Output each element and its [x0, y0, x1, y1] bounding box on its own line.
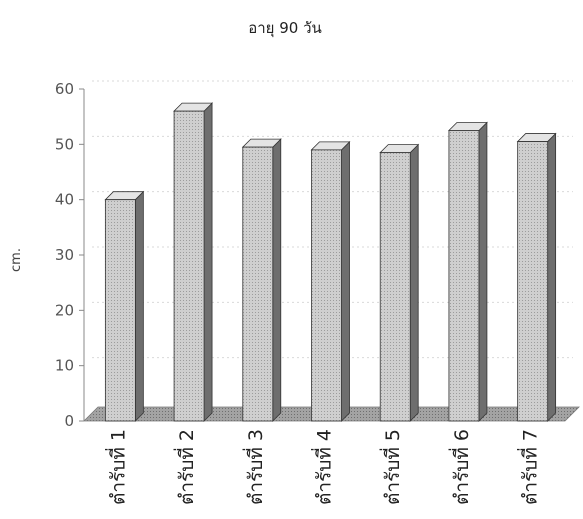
bar-front-face	[311, 149, 342, 422]
bar	[173, 102, 214, 422]
bar	[241, 138, 282, 422]
bar-side-face	[547, 132, 557, 422]
x-category-label: ตำรับที่ 3	[242, 429, 267, 505]
x-axis-labels: ตำรับที่ 1 ตำรับที่ 2 ตำรับที่ 3 ตำรับที่ 4…	[104, 429, 541, 505]
bar	[379, 143, 420, 422]
y-tick-label: 20	[55, 301, 74, 319]
x-category-label: ตำรับที่ 5	[379, 429, 404, 505]
chart-title: อายุ 90 วัน	[248, 19, 322, 38]
y-axis-ticks: 0 10 20 30 40 50 60	[55, 80, 84, 430]
bar-side-face	[409, 143, 419, 422]
y-tick-label: 60	[55, 80, 74, 98]
bars	[104, 102, 557, 422]
bar	[104, 190, 145, 422]
y-tick-label: 50	[55, 135, 74, 153]
bar-side-face	[134, 190, 144, 422]
bar	[516, 132, 557, 422]
y-tick-label: 40	[55, 191, 74, 209]
bar-side-face	[478, 121, 488, 422]
y-tick-label: 10	[55, 357, 74, 375]
bar-front-face	[517, 141, 549, 422]
bar	[447, 121, 488, 422]
bar-side-face	[341, 140, 350, 422]
x-category-label: ตำรับที่ 1	[104, 429, 129, 505]
bar-side-face	[272, 138, 282, 422]
bar-front-face	[104, 199, 136, 422]
bar-front-face	[242, 146, 274, 422]
bar-front-face	[379, 152, 411, 422]
bar-front-face	[173, 110, 205, 422]
x-category-label: ตำรับที่ 2	[173, 429, 198, 505]
bar-side-face	[203, 102, 213, 422]
y-tick-label: 0	[64, 412, 74, 430]
y-tick-label: 30	[55, 246, 74, 264]
y-axis-label: cm.	[9, 248, 24, 272]
x-category-label: ตำรับที่ 4	[311, 429, 336, 505]
x-category-label: ตำรับที่ 7	[517, 429, 542, 505]
bar-front-face	[448, 130, 480, 422]
bar	[310, 140, 351, 422]
x-category-label: ตำรับที่ 6	[448, 429, 473, 505]
